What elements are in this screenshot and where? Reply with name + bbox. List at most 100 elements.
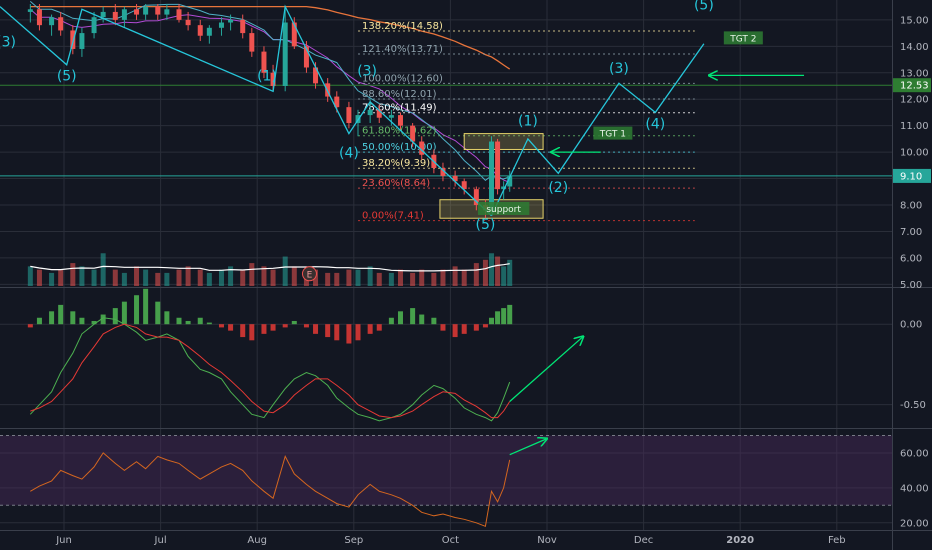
macd-histogram-bar xyxy=(228,324,234,331)
rsi-tick-label: 40.00 xyxy=(900,483,929,494)
price-tick-label: 7.00 xyxy=(900,227,922,238)
candle-body xyxy=(58,17,64,31)
macd-pane[interactable] xyxy=(27,288,583,422)
candle-body xyxy=(176,9,182,20)
candle-body xyxy=(376,109,382,118)
price-tag-box xyxy=(893,78,931,93)
volume-bar xyxy=(36,269,42,286)
macd-histogram-bar xyxy=(164,311,170,325)
candle-body xyxy=(507,175,513,187)
volume-bar xyxy=(376,272,382,286)
volume-bar xyxy=(501,266,507,286)
wave-label: (1) xyxy=(257,69,277,85)
macd-histogram-bar xyxy=(507,304,513,325)
volume-bar xyxy=(410,272,416,286)
candle-body xyxy=(27,9,33,12)
macd-histogram-bar xyxy=(282,324,288,328)
time-axis[interactable]: Jun Jul Aug Sep Oct Nov Dec 2020 Feb xyxy=(55,535,845,546)
candle-body xyxy=(185,19,191,26)
rsi-tick-label: 60.00 xyxy=(900,448,929,459)
time-tick-label: Oct xyxy=(442,535,459,546)
candle-body xyxy=(461,181,467,190)
annotation-box xyxy=(723,31,763,45)
wave-label: (4) xyxy=(339,145,359,161)
macd-histogram-bar xyxy=(355,324,361,341)
target-arrows xyxy=(552,75,805,152)
fib-level-label: 0.00%(7.41) xyxy=(362,211,424,222)
candle-body xyxy=(155,6,161,15)
rsi-pane[interactable] xyxy=(0,434,892,527)
candle-body xyxy=(452,175,458,182)
macd-histogram-bar xyxy=(134,295,140,325)
candle-body xyxy=(495,141,501,190)
candle-body xyxy=(397,115,403,126)
time-tick-label: Nov xyxy=(537,535,557,546)
macd-histogram-bar xyxy=(70,311,76,325)
grid-lines xyxy=(0,0,892,530)
macd-histogram-bar xyxy=(452,324,458,338)
volume-bar xyxy=(249,263,255,286)
macd-histogram-bar xyxy=(303,324,309,328)
candle-body xyxy=(261,51,267,73)
macd-histogram-bar xyxy=(334,324,340,341)
fib-level-label: 100.00%(12.60) xyxy=(362,73,443,84)
macd-histogram-bar xyxy=(482,324,488,328)
macd-histogram-bar xyxy=(410,308,416,325)
fib-level-label: 23.60%(8.64) xyxy=(362,178,430,189)
volume-bar xyxy=(100,253,106,286)
volume-bar xyxy=(164,272,170,286)
candle-body xyxy=(419,141,425,155)
macd-histogram-bar xyxy=(291,320,297,325)
volume-bar xyxy=(79,266,85,286)
candle-body xyxy=(112,11,118,20)
volume-bar xyxy=(206,272,212,286)
price-pane[interactable]: 138.20%(14.58) 121.40%(13.71) 100.00%(12.6… xyxy=(0,0,892,286)
candlesticks xyxy=(27,4,513,219)
fib-level-label: 88.60%(12.01) xyxy=(362,89,437,100)
volume-bar xyxy=(112,269,118,286)
price-axis[interactable]: 15.0014.0013.0012.0011.0010.009.008.007.… xyxy=(893,15,931,529)
volume-bar xyxy=(495,256,501,286)
volume-bar xyxy=(291,266,297,286)
volume-bar xyxy=(143,269,149,286)
candle-body xyxy=(440,167,446,176)
volume-bar xyxy=(473,263,479,286)
macd-histogram-bar xyxy=(388,317,394,325)
macd-line xyxy=(29,317,511,422)
candle-body xyxy=(473,189,479,206)
volume-bar xyxy=(452,266,458,286)
annotations: support TGT 1 TGT 2 E xyxy=(301,31,763,282)
macd-histogram-bar xyxy=(489,317,495,325)
volume-bar xyxy=(155,272,161,286)
time-tick-label: Aug xyxy=(247,535,267,546)
candle-body xyxy=(303,46,309,68)
candle-body xyxy=(346,107,352,124)
volume-bar xyxy=(70,263,76,286)
candle-body xyxy=(313,67,319,84)
annotation-box xyxy=(593,126,633,140)
volume-bar xyxy=(397,269,403,286)
earnings-marker xyxy=(301,266,317,282)
macd-histogram-bar xyxy=(49,311,55,325)
volume-bar xyxy=(489,253,495,286)
volume-bar xyxy=(282,256,288,286)
candle-body xyxy=(143,6,149,15)
volume-bar xyxy=(482,259,488,286)
volume-bar xyxy=(355,269,361,286)
volume-bar xyxy=(197,269,203,286)
macd-histogram-bar xyxy=(36,317,42,325)
macd-histogram-bar xyxy=(313,324,319,334)
candle-body xyxy=(367,109,373,116)
macd-tick-label: 0.00 xyxy=(900,320,922,331)
macd-histogram-bar xyxy=(176,317,182,325)
candle-body xyxy=(164,9,170,15)
fib-level-label: 61.80%(10.62) xyxy=(362,126,437,137)
annotation-label: support xyxy=(486,205,521,215)
fib-level-label: 138.20%(14.58) xyxy=(362,21,443,32)
macd-histogram-bar xyxy=(249,324,255,341)
price-tag-label: 12.53 xyxy=(900,81,929,92)
wave-count-path xyxy=(0,4,492,217)
earnings-label: E xyxy=(307,270,313,280)
